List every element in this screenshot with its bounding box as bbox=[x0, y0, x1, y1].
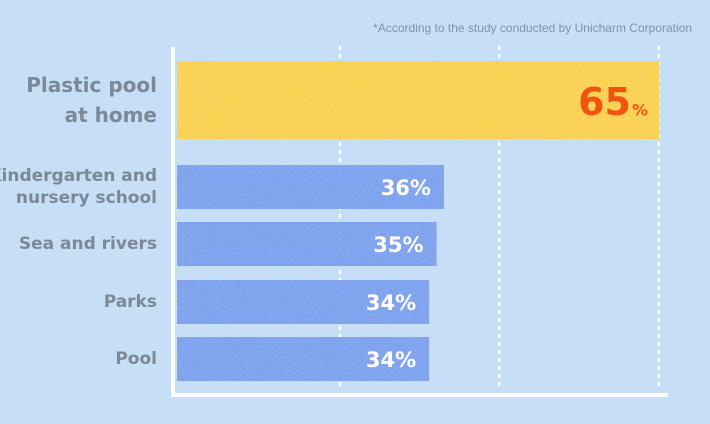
bars bbox=[177, 61, 659, 381]
value-label: 35% bbox=[373, 233, 423, 257]
value-label: 65 bbox=[578, 80, 631, 124]
value-unit: % bbox=[632, 101, 648, 120]
category-label: Kindergarten and bbox=[0, 166, 157, 186]
value-label: 34% bbox=[366, 291, 416, 315]
value-label: 36% bbox=[381, 176, 431, 200]
category-label: Sea and rivers bbox=[19, 234, 157, 254]
category-label: Parks bbox=[104, 292, 157, 312]
bar bbox=[177, 61, 659, 139]
bar bbox=[177, 222, 437, 266]
bar bbox=[177, 165, 444, 209]
category-labels: Plastic pool at home Kindergarten andnurse… bbox=[0, 73, 157, 369]
value-label: 34% bbox=[366, 348, 416, 372]
category-label: nursery school bbox=[16, 188, 157, 208]
bar bbox=[177, 280, 430, 324]
value-labels: 65 % 36% 35% 34% 34% bbox=[366, 80, 648, 372]
footnote: *According to the study conducted by Uni… bbox=[373, 21, 692, 35]
bar bbox=[177, 337, 430, 381]
category-label: at home bbox=[65, 103, 157, 127]
axes bbox=[171, 47, 668, 397]
category-label: Pool bbox=[115, 349, 157, 369]
category-label: Plastic pool bbox=[26, 73, 157, 97]
